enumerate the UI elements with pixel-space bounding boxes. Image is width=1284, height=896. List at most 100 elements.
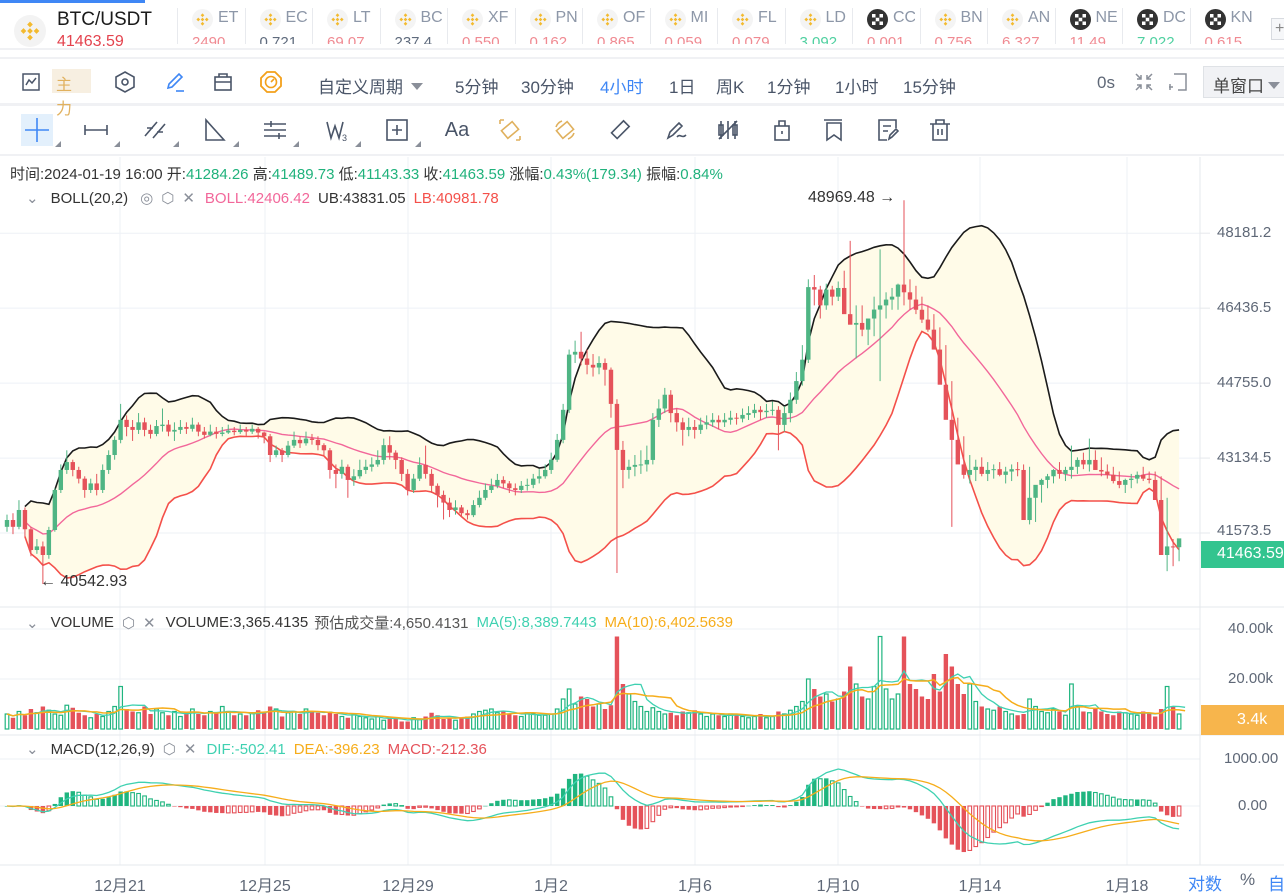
- macd-histogram-bar: [626, 806, 632, 826]
- submenu-arrow-icon[interactable]: [173, 141, 179, 147]
- ruler-tool[interactable]: [606, 116, 634, 144]
- macd-histogram-bar: [100, 798, 105, 806]
- close-icon[interactable]: ✕: [182, 190, 195, 207]
- macd-histogram-bar: [572, 773, 578, 806]
- candle-body: [548, 459, 554, 470]
- period-4h-active[interactable]: 4小时: [600, 78, 644, 97]
- percent-scale-toggle[interactable]: %: [1240, 870, 1256, 889]
- macd-histogram-bar: [327, 806, 333, 813]
- collapse-chevron-icon[interactable]: ⌄: [26, 741, 39, 758]
- bookmark-tool[interactable]: [820, 116, 848, 144]
- period-30m[interactable]: 30分钟: [521, 78, 574, 97]
- ticker-item[interactable]: MI 0.059: [649, 8, 716, 44]
- macd-histogram-bar: [728, 805, 733, 808]
- ticker-item[interactable]: KN 0.615: [1189, 8, 1256, 44]
- chart-type-icon[interactable]: [21, 72, 41, 92]
- ticker-item[interactable]: DC 7.022: [1122, 8, 1188, 44]
- candle-body: [1009, 469, 1014, 472]
- compress-icon[interactable]: [1133, 71, 1155, 93]
- volume-bar: [668, 712, 673, 729]
- period-1h[interactable]: 1小时: [835, 78, 879, 97]
- period-1w[interactable]: 周K: [716, 78, 745, 97]
- ticker-item[interactable]: OF 0.865: [582, 8, 648, 44]
- volume-bar: [207, 710, 213, 730]
- parallel-channel-tool[interactable]: [141, 116, 169, 144]
- macd-histogram-bar: [1021, 806, 1026, 817]
- submenu-arrow-icon[interactable]: [55, 141, 61, 147]
- crosshair-tool[interactable]: [21, 114, 53, 146]
- submenu-arrow-icon[interactable]: [293, 141, 299, 147]
- ticker-item[interactable]: AN 6.327: [987, 8, 1053, 44]
- settings-icon[interactable]: ⬡: [161, 190, 175, 207]
- settings-icon[interactable]: ⬡: [121, 614, 136, 632]
- ticker-item[interactable]: PN 0.162: [514, 8, 581, 44]
- ticker-item[interactable]: ET 2490.: [177, 8, 243, 44]
- custom-period-dropdown[interactable]: 自定义周期: [318, 73, 423, 98]
- macd-histogram-bar: [925, 806, 931, 819]
- submenu-arrow-icon[interactable]: [114, 141, 120, 147]
- candle-body: [411, 478, 416, 490]
- close-icon[interactable]: ✕: [183, 741, 197, 758]
- collapse-chevron-icon[interactable]: ⌄: [26, 614, 39, 632]
- auto-scale-toggle[interactable]: 自: [1268, 875, 1284, 894]
- macd-histogram-bar: [638, 806, 644, 830]
- period-toolbar: 主力 自定义周期 5分钟 30分钟 4小时 1日 周K 1分钟 1小时 15分钟…: [0, 57, 1284, 118]
- main-force-button[interactable]: 主力: [52, 69, 91, 118]
- ticker-item[interactable]: BN 0.756: [919, 8, 986, 44]
- period-15m[interactable]: 15分钟: [903, 78, 956, 97]
- text-tool[interactable]: Aa: [443, 116, 471, 144]
- new-window-icon[interactable]: [1167, 71, 1189, 93]
- ticker-item[interactable]: EC 0.721: [244, 8, 311, 44]
- timer-icon[interactable]: [259, 70, 283, 94]
- lock-tool[interactable]: [768, 116, 796, 144]
- macd-histogram-bar: [632, 806, 638, 829]
- horizontal-lines-tool[interactable]: [261, 116, 289, 144]
- ticker-item[interactable]: FL 0.079: [717, 8, 783, 44]
- indicator-settings-icon[interactable]: [114, 71, 136, 93]
- macd-dea-line: [6, 776, 1180, 842]
- submenu-arrow-icon[interactable]: [415, 141, 421, 147]
- add-symbol-button[interactable]: +: [1271, 18, 1284, 40]
- macd-histogram-bar: [40, 806, 46, 814]
- period-5m[interactable]: 5分钟: [455, 78, 499, 97]
- volume-bar: [471, 713, 476, 730]
- measure-ruler-tool[interactable]: [496, 116, 524, 144]
- submenu-arrow-icon[interactable]: [355, 141, 361, 147]
- pencil-icon[interactable]: [164, 71, 186, 93]
- ticker-item[interactable]: BC 237.4: [379, 8, 446, 44]
- triangle-tool[interactable]: [201, 116, 229, 144]
- symbol-name[interactable]: BTC/USDT: [57, 9, 152, 30]
- candle-body: [339, 466, 345, 474]
- note-edit-tool[interactable]: [874, 116, 902, 144]
- log-scale-toggle[interactable]: 对数: [1188, 870, 1222, 895]
- brush-tool[interactable]: [663, 116, 691, 144]
- eye-icon[interactable]: ◎: [140, 190, 154, 207]
- text-box-tool[interactable]: [383, 116, 411, 144]
- ticker-item[interactable]: NE 11.49: [1054, 8, 1121, 44]
- collapse-chevron-icon[interactable]: ⌄: [26, 190, 39, 207]
- hide-candles-tool[interactable]: [714, 116, 742, 144]
- ticker-item[interactable]: LT 69.07: [312, 8, 378, 44]
- macd-histogram-bar: [1093, 791, 1098, 807]
- ticker-item[interactable]: CC 0.001: [852, 8, 918, 44]
- ticker-item[interactable]: LD 3.092: [784, 8, 851, 44]
- period-1d[interactable]: 1日: [669, 78, 696, 97]
- macd-histogram-bar: [243, 805, 249, 813]
- volume-bar: [895, 693, 901, 730]
- boll-upper-line: [24, 224, 1180, 508]
- wave-tool[interactable]: 3: [323, 116, 351, 144]
- settings-icon[interactable]: ⬡: [162, 741, 176, 758]
- trash-tool[interactable]: [926, 116, 954, 144]
- window-mode-dropdown[interactable]: 单窗口: [1203, 66, 1284, 98]
- hide-candles-icon: [718, 120, 738, 140]
- rotate-ruler-tool[interactable]: [551, 116, 579, 144]
- segment-tool[interactable]: [82, 116, 110, 144]
- close-icon[interactable]: ✕: [143, 614, 156, 632]
- macd-histogram-bar: [1104, 794, 1110, 807]
- period-1m[interactable]: 1分钟: [767, 78, 811, 97]
- ticker-item[interactable]: XF 0.550: [447, 8, 513, 44]
- layout-icon[interactable]: [212, 71, 234, 93]
- submenu-arrow-icon[interactable]: [233, 141, 239, 147]
- ticker-price: 0.615: [1204, 34, 1243, 44]
